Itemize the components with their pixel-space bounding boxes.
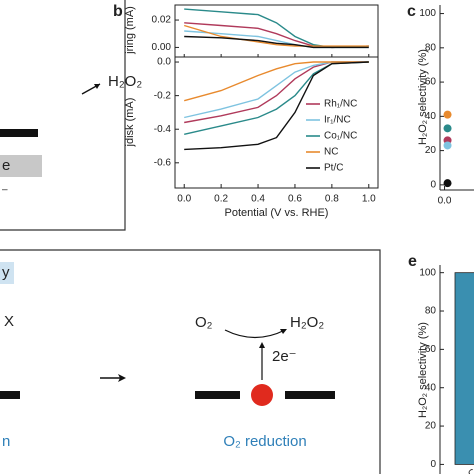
legend-label: Pt/C xyxy=(324,163,343,174)
electron-label: 2e⁻ xyxy=(272,348,297,365)
product-label: H₂O₂ xyxy=(108,73,142,90)
tag-box xyxy=(0,155,42,177)
y-tick-label: 40 xyxy=(425,111,437,122)
y-axis-label: H₂O₂ selectivity (%) xyxy=(417,49,429,145)
series-line xyxy=(184,8,369,49)
series-line xyxy=(184,61,369,124)
x-tick-label: 0.6 xyxy=(288,194,302,205)
arrow-head xyxy=(94,84,100,89)
y-tick-label: 0 xyxy=(430,180,436,191)
y-axis-label: jdisk (mA) xyxy=(124,98,136,148)
y-tick-label: 0.02 xyxy=(152,15,172,26)
legend-label: Co₁/NC xyxy=(324,131,357,142)
series-line xyxy=(184,35,369,49)
y-tick-label: -0.6 xyxy=(154,157,172,168)
y-tick-label: 60 xyxy=(425,77,437,88)
x-tick-label: 0.0 xyxy=(177,194,191,205)
reactant-label: O₂ xyxy=(195,314,213,331)
x-tick-label: 0.0 xyxy=(438,196,452,207)
electrode xyxy=(285,391,335,399)
y-tick-label: 0 xyxy=(430,459,436,470)
point xyxy=(443,124,452,133)
caption: n xyxy=(2,433,10,450)
legend-label: Rh₁/NC xyxy=(324,99,357,110)
electrode xyxy=(0,129,38,137)
dash: – xyxy=(2,185,8,196)
y-tick-label: 40 xyxy=(425,382,437,393)
series-line xyxy=(184,61,369,151)
axes-frame xyxy=(174,4,379,58)
y-tick-label: 0.0 xyxy=(157,57,171,68)
x-tick-label: 0.4 xyxy=(251,194,265,205)
caption: O₂ reduction xyxy=(223,433,306,450)
y-tick-label: 100 xyxy=(419,8,436,19)
reaction-arrow xyxy=(224,329,286,339)
x-tick-label: 0.2 xyxy=(214,194,228,205)
panel-label: b xyxy=(113,3,123,20)
series-line xyxy=(184,61,369,102)
y-tick-label: 0.00 xyxy=(152,42,172,53)
arrow-head xyxy=(118,374,126,382)
legend-label: NC xyxy=(324,147,338,158)
panel-label: e xyxy=(408,253,417,270)
point xyxy=(443,179,452,188)
point xyxy=(443,141,452,150)
y-tick-label: 80 xyxy=(425,42,437,53)
product-label: H₂O₂ xyxy=(290,314,324,331)
y-tick-label: 80 xyxy=(425,306,437,317)
y-tick-label: 60 xyxy=(425,344,437,355)
series-line xyxy=(184,24,369,47)
panel-frame xyxy=(0,0,126,231)
y-axis-label: jring (mA) xyxy=(124,6,136,55)
y-tick-label: -0.2 xyxy=(154,90,172,101)
electrode xyxy=(0,391,20,399)
legend-label: Ir₁/NC xyxy=(324,115,351,126)
active-site xyxy=(251,384,273,406)
x-tick-label: 1.0 xyxy=(362,194,376,205)
axes-frame xyxy=(174,56,379,189)
y-tick-label: 20 xyxy=(425,145,437,156)
y-tick-label: -0.4 xyxy=(154,124,172,135)
electrode xyxy=(195,391,240,399)
tag-label: e xyxy=(2,157,10,174)
point xyxy=(443,110,452,119)
panel-frame xyxy=(0,249,381,474)
bar xyxy=(454,272,474,465)
y-tick-label: 20 xyxy=(425,421,437,432)
x-axis-label: Potential (V vs. RHE) xyxy=(225,207,329,219)
arrow-head xyxy=(280,329,287,334)
tag-box xyxy=(0,262,14,284)
arrow-head xyxy=(259,342,265,348)
panel-label: c xyxy=(407,3,416,20)
x-tick-label: 0.8 xyxy=(325,194,339,205)
tag-label: y xyxy=(2,264,10,281)
species-label: X xyxy=(4,313,14,330)
y-tick-label: 100 xyxy=(419,267,436,278)
y-axis-label: H₂O₂ selectivity (%) xyxy=(417,322,429,418)
